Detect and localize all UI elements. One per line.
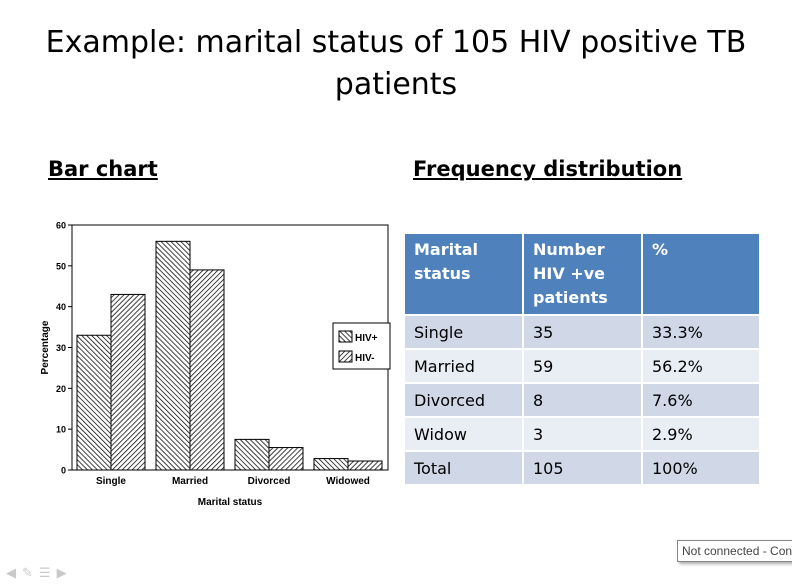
frequency-distribution-heading: Frequency distribution	[413, 157, 683, 181]
cell-percent: 7.6%	[642, 382, 759, 417]
x-tick-label: Divorced	[248, 476, 291, 487]
y-axis: 0 10 20 30 40 50 60	[56, 221, 72, 476]
cell-status: Married	[405, 348, 524, 383]
y-tick-label: 0	[61, 466, 66, 476]
bar-hivpos-divorced	[234, 438, 270, 471]
cell-percent: 56.2%	[642, 348, 759, 383]
y-tick-label: 50	[56, 261, 66, 271]
bar-hivneg-married	[189, 269, 225, 471]
header-marital-status: Marital status	[405, 234, 524, 315]
legend-swatch	[338, 330, 353, 343]
cell-number: 3	[523, 416, 643, 451]
cell-status: Divorced	[405, 382, 524, 417]
table-row: Total 105 100%	[405, 450, 759, 484]
cell-percent: 33.3%	[642, 314, 759, 349]
y-tick-label: 10	[56, 425, 66, 435]
cell-number: 35	[523, 314, 643, 349]
table-row: Divorced 8 7.6%	[405, 382, 759, 417]
legend-label: HIV+	[355, 333, 378, 344]
cell-percent: 2.9%	[642, 416, 759, 451]
y-tick-label: 30	[56, 343, 66, 353]
cell-number: 105	[523, 450, 643, 484]
cell-number: 59	[523, 348, 643, 383]
cell-status: Single	[405, 314, 524, 349]
back-arrow-icon[interactable]: ◀	[6, 566, 16, 581]
marital-status-bar-chart: 0 10 20 30 40 50 60 Single Married Divorced Widow…	[40, 221, 391, 508]
legend-label: HIV-	[355, 353, 374, 364]
x-axis-title: Marital status	[198, 497, 263, 508]
bar-hivpos-widowed	[313, 458, 349, 471]
bar-hivpos-married	[155, 240, 191, 471]
header-percent: %	[642, 234, 759, 315]
slide-nav-controls: ◀ ✎ ☰ ▶	[6, 566, 67, 581]
legend-swatch	[338, 350, 353, 363]
legend: HIV+ HIV-	[332, 322, 391, 370]
pen-icon[interactable]: ✎	[22, 566, 33, 581]
frequency-table: Marital status Number HIV +ve patients %…	[405, 234, 759, 484]
y-axis-title: Percentage	[40, 320, 51, 374]
cell-number: 8	[523, 382, 643, 417]
menu-icon[interactable]: ☰	[38, 566, 51, 581]
bar-hivneg-single	[110, 293, 146, 471]
bar-hivneg-widowed	[347, 460, 383, 471]
cell-percent: 100%	[642, 450, 759, 484]
forward-arrow-icon[interactable]: ▶	[56, 566, 67, 581]
bar-chart-heading: Bar chart	[48, 157, 158, 181]
y-tick-label: 60	[56, 221, 66, 231]
cell-status: Widow	[405, 416, 524, 451]
table-row: Widow 3 2.9%	[405, 416, 759, 451]
x-tick-label: Married	[172, 476, 208, 487]
y-tick-label: 40	[56, 302, 66, 312]
bar-hivneg-divorced	[268, 447, 304, 471]
x-tick-label: Single	[96, 476, 126, 487]
slide-title: Example: marital status of 105 HIV posit…	[45, 25, 747, 102]
y-tick-label: 20	[56, 384, 66, 394]
x-tick-label: Widowed	[326, 476, 370, 487]
cell-status: Total	[405, 450, 524, 484]
table-row: Married 59 56.2%	[405, 348, 759, 383]
connection-status-tooltip: Not connected - Con	[677, 540, 792, 562]
table-row: Single 35 33.3%	[405, 314, 759, 349]
bar-hivpos-single	[76, 334, 112, 471]
bars	[76, 240, 383, 471]
table-header-row: Marital status Number HIV +ve patients %	[405, 234, 759, 315]
x-axis: Single Married Divorced Widowed	[96, 476, 370, 487]
header-number: Number HIV +ve patients	[523, 234, 643, 315]
